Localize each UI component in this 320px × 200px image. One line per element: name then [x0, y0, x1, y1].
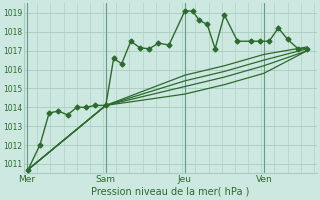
- X-axis label: Pression niveau de la mer( hPa ): Pression niveau de la mer( hPa ): [91, 187, 250, 197]
